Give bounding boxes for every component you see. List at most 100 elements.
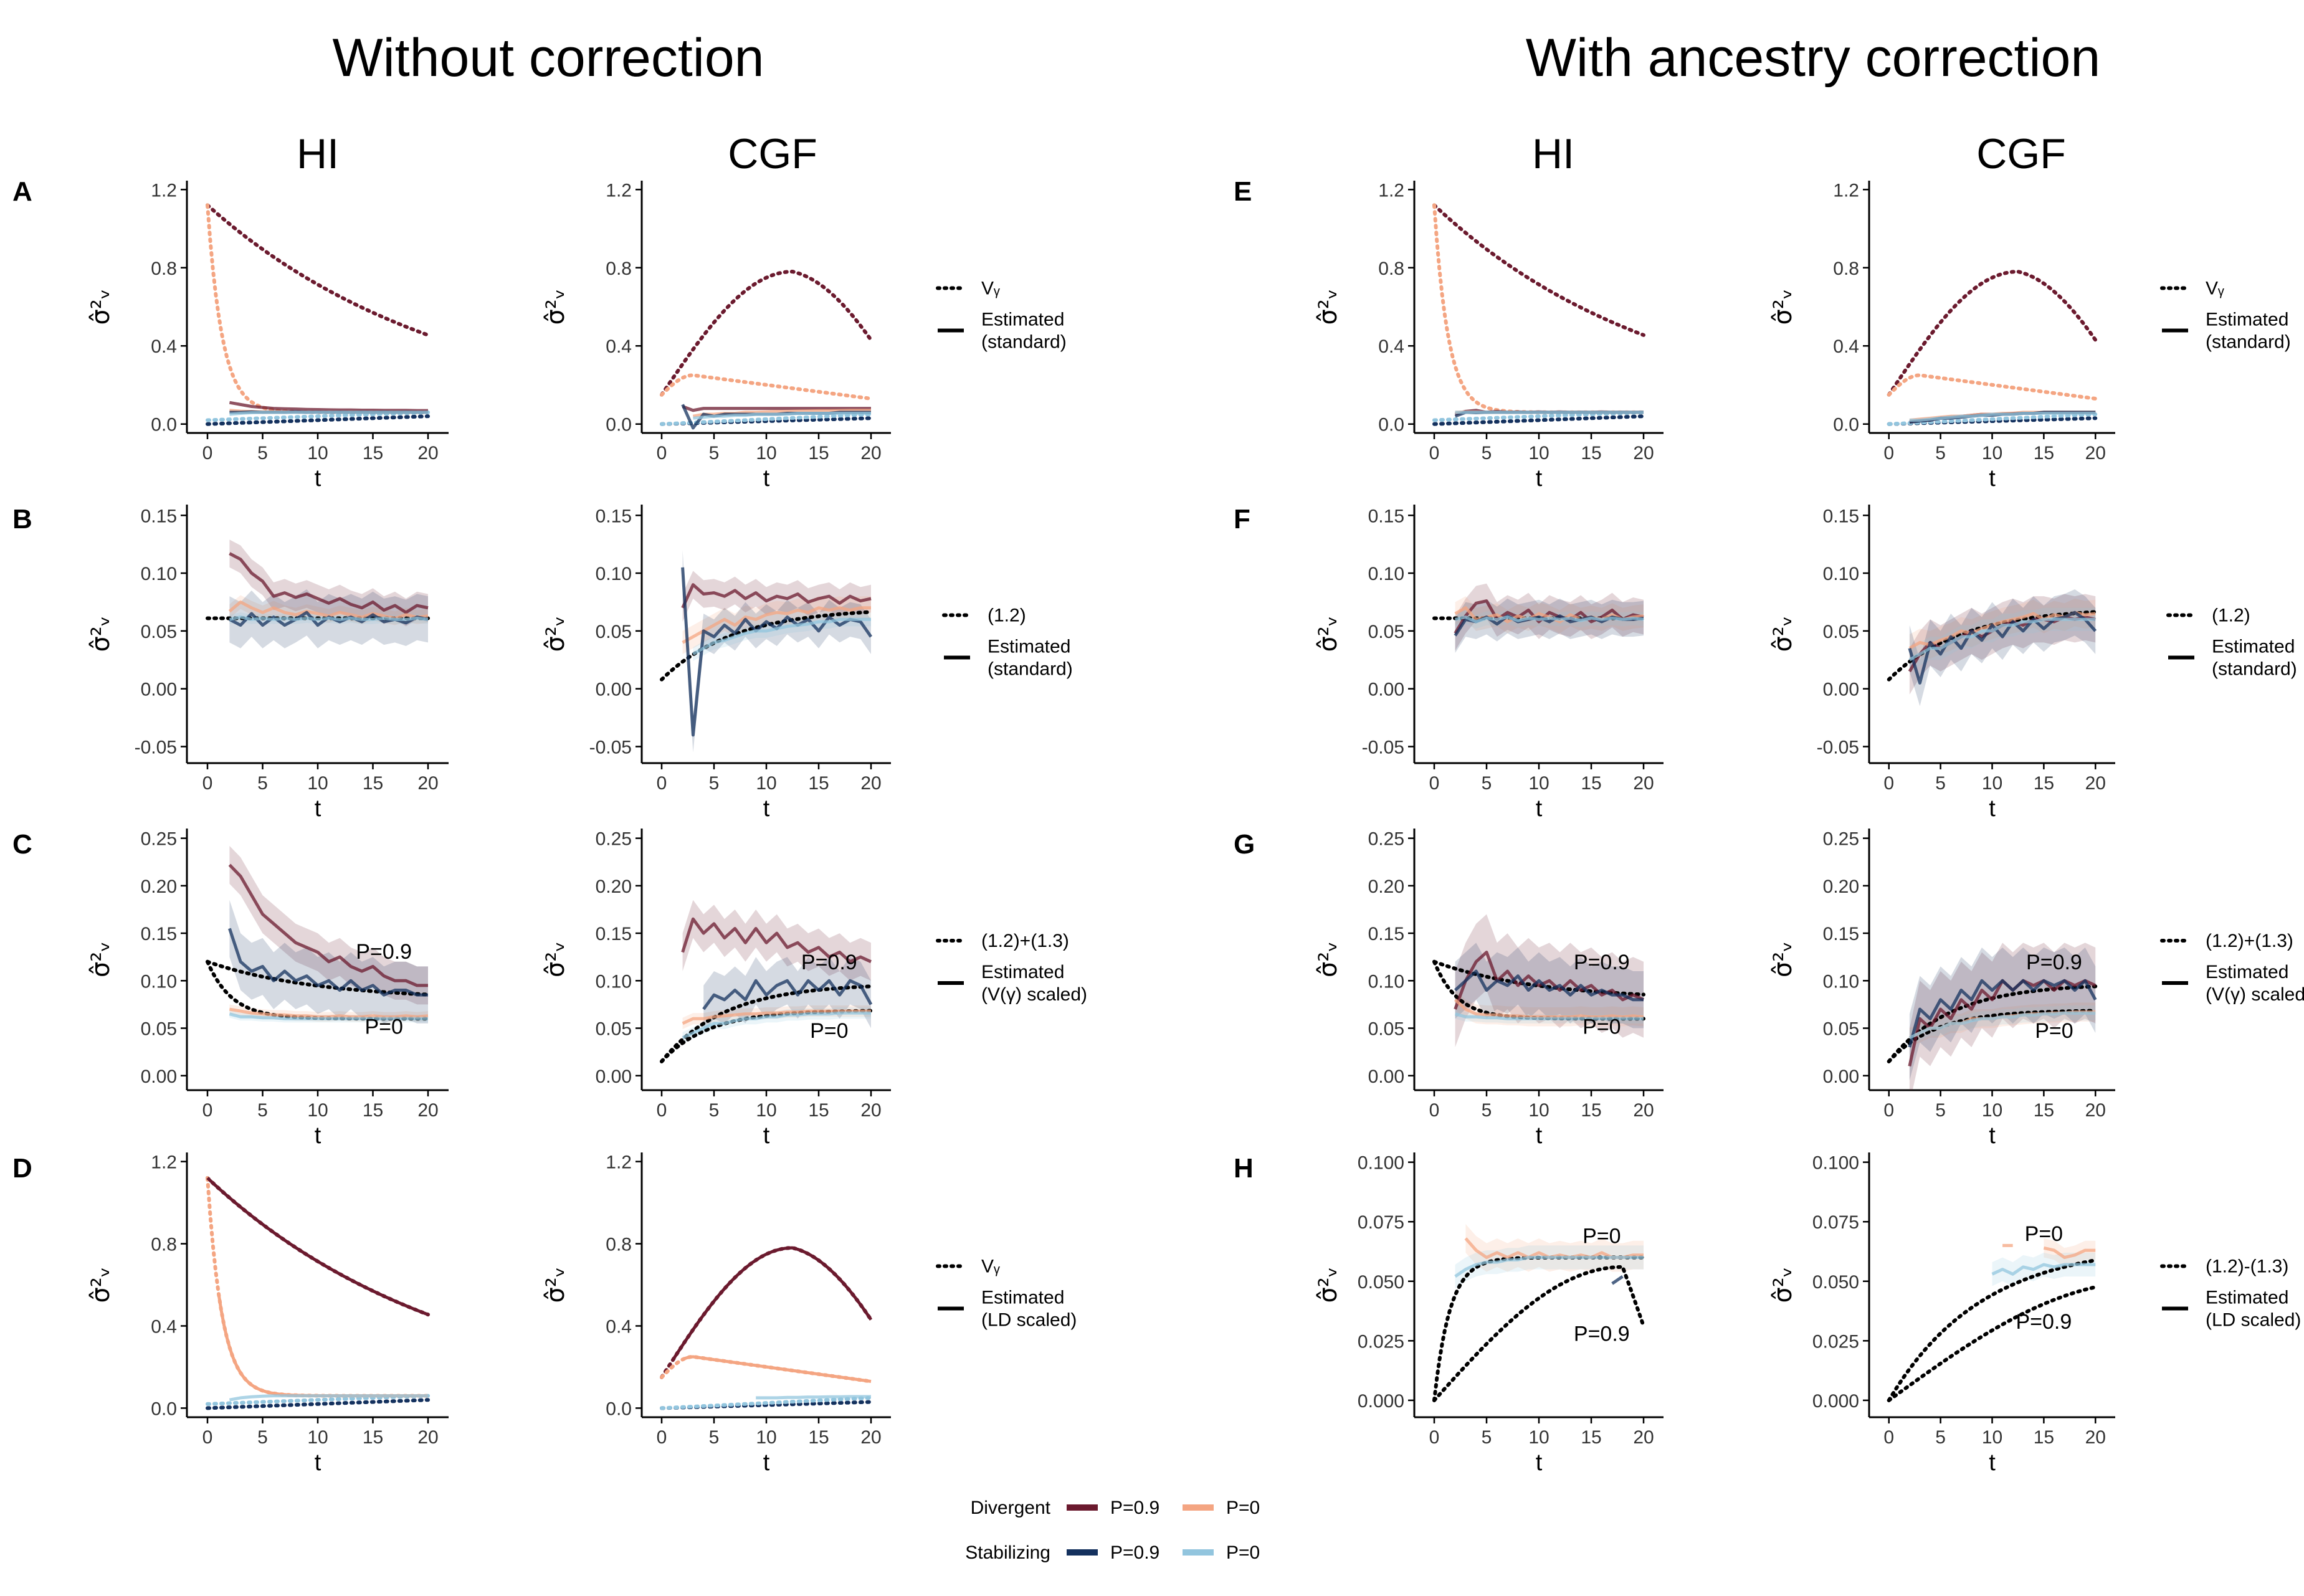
x-tick-label-d-cgf-2: 10 <box>756 1427 776 1448</box>
row-legend-solid-sublabel-b: (standard) <box>988 659 1073 680</box>
series-line-d-hi-divergent_p09-0 <box>206 1177 429 1316</box>
ribbon-h-cgf-divergent_p0-1 <box>2044 1238 2096 1267</box>
x-axis-label-e-hi: t <box>1536 465 1543 492</box>
panel-c-hi: 0.00 0.05 0.10 0.15 0.20 0.25 0 5 10 15 20 t σ̂²ᵥ P=0… <box>87 829 449 1149</box>
x-tick-label-h-cgf-0: 0 <box>1883 1427 1894 1448</box>
x-tick-label-d-cgf-0: 0 <box>657 1427 667 1448</box>
panel-e-hi: 0.0 0.4 0.8 1.2 0 5 10 15 20 t σ̂²ᵥ <box>1314 180 1664 492</box>
annotation-h-hi-1: P=0.9 <box>1574 1322 1630 1346</box>
plot-area-h-cgf <box>1887 1238 2098 1402</box>
y-tick-label-h-hi-1: 0.025 <box>1358 1331 1404 1352</box>
expected-line-g-cgf-black-1 <box>1887 1009 2098 1063</box>
x-tick-label-f-hi-1: 5 <box>1482 773 1492 794</box>
y-tick-label-b-cgf-1: 0.00 <box>596 680 632 700</box>
plot-area-h-hi <box>1432 1224 1645 1402</box>
expected-line-d-hi-divergent_p0-1 <box>206 1176 430 1398</box>
y-tick-label-d-hi-1: 0.4 <box>151 1316 177 1337</box>
row-legend-solid-label-f: Estimated <box>2212 637 2295 657</box>
y-tick-label-f-cgf-0: -0.05 <box>1817 737 1859 758</box>
x-tick-label-b-hi-3: 15 <box>363 773 383 794</box>
y-tick-label-d-hi-2: 0.8 <box>151 1235 177 1255</box>
x-tick-label-d-hi-1: 5 <box>257 1427 268 1448</box>
series-line-d-hi-divergent_p0-1 <box>217 1293 428 1398</box>
x-tick-label-d-cgf-4: 20 <box>860 1427 881 1448</box>
annotation-g-cgf-1: P=0 <box>2035 1019 2073 1043</box>
row-legend-d: Vᵧ Estimated(LD scaled) <box>936 1256 1077 1331</box>
x-tick-label-c-hi-4: 20 <box>417 1100 438 1121</box>
panel-g-cgf: 0.00 0.05 0.10 0.15 0.20 0.25 0 5 10 15 20 t σ̂²ᵥ P=0… <box>1769 829 2115 1149</box>
y-tick-label-b-cgf-3: 0.10 <box>596 564 632 584</box>
expected-line-d-hi-stabilizing_p09-2 <box>206 1398 430 1410</box>
panel-letter-f: F <box>1234 504 1250 534</box>
plot-area-d-hi <box>206 1176 430 1410</box>
legend-stabilizing-p0-label: P=0 <box>1226 1542 1260 1563</box>
x-tick-label-c-hi-3: 15 <box>363 1100 383 1121</box>
x-tick-label-a-cgf-1: 5 <box>709 443 720 463</box>
x-tick-label-a-cgf-3: 15 <box>808 443 829 463</box>
annotation-c-cgf-0: P=0.9 <box>801 951 857 974</box>
panel-d-cgf: 0.0 0.4 0.8 1.2 0 5 10 15 20 t σ̂²ᵥ <box>541 1152 891 1476</box>
x-tick-label-c-cgf-2: 10 <box>756 1100 776 1121</box>
x-tick-label-h-hi-4: 20 <box>1633 1427 1654 1448</box>
x-tick-label-d-hi-0: 0 <box>202 1427 213 1448</box>
x-tick-label-b-cgf-0: 0 <box>657 773 667 794</box>
y-tick-label-g-cgf-0: 0.00 <box>1823 1066 1859 1087</box>
y-tick-label-f-hi-0: -0.05 <box>1362 737 1404 758</box>
y-tick-label-d-cgf-0: 0.0 <box>606 1399 632 1419</box>
y-tick-label-g-cgf-5: 0.25 <box>1823 829 1859 850</box>
annotation-c-hi-1: P=0 <box>364 1015 402 1039</box>
series-line-c-cgf-divergent_p0-1 <box>682 1009 871 1025</box>
y-axis-label-d-hi: σ̂²ᵥ <box>87 1266 115 1303</box>
y-tick-label-c-hi-3: 0.15 <box>141 924 177 944</box>
x-tick-label-g-hi-1: 5 <box>1482 1100 1492 1121</box>
x-tick-label-e-cgf-4: 20 <box>2085 443 2106 463</box>
y-tick-label-h-cgf-3: 0.075 <box>1812 1212 1859 1233</box>
expected-line-e-cgf-divergent_p09-0 <box>1887 270 2098 397</box>
x-tick-label-b-cgf-1: 5 <box>709 773 720 794</box>
x-tick-label-g-hi-0: 0 <box>1429 1100 1440 1121</box>
x-tick-label-g-hi-4: 20 <box>1633 1100 1654 1121</box>
expected-line-e-cgf-stabilizing_p0-3 <box>1887 412 2098 426</box>
expected-line-a-cgf-divergent_p09-0 <box>660 270 873 397</box>
y-tick-label-e-hi-3: 1.2 <box>1378 180 1404 201</box>
plot-area-c-hi <box>206 845 430 1024</box>
x-axis-label-f-cgf: t <box>1989 796 1996 822</box>
series-line-g-hi-stabilizing_p0-3 <box>1454 1012 1644 1020</box>
expected-line-d-hi-divergent_p09-0 <box>206 1176 430 1317</box>
y-tick-label-f-hi-3: 0.10 <box>1368 564 1404 584</box>
y-tick-label-e-cgf-0: 0.0 <box>1833 415 1859 435</box>
panel-f-cgf: -0.05 0.00 0.05 0.10 0.15 0 5 10 15 20 t σ̂²ᵥ <box>1769 505 2115 822</box>
y-tick-label-c-cgf-2: 0.10 <box>596 971 632 992</box>
ribbon-b-cgf-divergent_p0-1 <box>682 596 871 654</box>
y-tick-label-a-hi-1: 0.4 <box>151 336 177 357</box>
row-legend-dotted-label-b: (1.2) <box>988 606 1026 626</box>
y-tick-label-e-hi-0: 0.0 <box>1378 415 1404 435</box>
x-axis-label-b-cgf: t <box>763 796 770 822</box>
x-tick-label-e-hi-0: 0 <box>1429 443 1440 463</box>
series-line-f-hi-stabilizing_p0-3 <box>1455 615 1644 624</box>
row-legend-c: (1.2)+(1.3) Estimated(V(γ) scaled) <box>936 931 1087 1005</box>
x-tick-label-d-cgf-3: 15 <box>808 1427 829 1448</box>
plot-area-a-hi <box>206 203 430 426</box>
y-tick-label-c-cgf-5: 0.25 <box>596 829 632 850</box>
x-tick-label-h-cgf-2: 10 <box>1982 1427 2002 1448</box>
row-legend-solid-sublabel-d: (LD scaled) <box>981 1310 1077 1331</box>
row-legend-g: (1.2)+(1.3) Estimated(V(γ) scaled) <box>2160 931 2304 1005</box>
y-tick-label-b-cgf-2: 0.05 <box>596 622 632 642</box>
series-line-c-hi-divergent_p09-0 <box>228 863 428 987</box>
y-tick-label-c-hi-1: 0.05 <box>141 1019 177 1040</box>
plot-area-b-hi <box>206 539 430 648</box>
y-tick-label-f-cgf-4: 0.15 <box>1823 506 1859 526</box>
row-legend-solid-sublabel-c: (V(γ) scaled) <box>981 984 1087 1005</box>
legend-divergent-p09-label: P=0.9 <box>1110 1498 1159 1518</box>
legend-divergent-p0-label: P=0 <box>1226 1498 1260 1518</box>
expected-line-h-hi-black-1 <box>1432 1265 1645 1402</box>
series-line-c-cgf-stabilizing_p0-3 <box>682 1011 871 1040</box>
series-line-c-hi-stabilizing_p09-2 <box>228 928 428 997</box>
annotation-g-hi-0: P=0.9 <box>1574 951 1630 974</box>
y-tick-label-c-cgf-3: 0.15 <box>596 924 632 944</box>
x-tick-label-f-cgf-3: 15 <box>2034 773 2054 794</box>
ribbon-f-hi-stabilizing_p09-2 <box>1455 598 1644 653</box>
panel-g-hi: 0.00 0.05 0.10 0.15 0.20 0.25 0 5 10 15 20 t σ̂²ᵥ P=0… <box>1314 829 1664 1149</box>
y-tick-label-c-cgf-4: 0.20 <box>596 876 632 897</box>
